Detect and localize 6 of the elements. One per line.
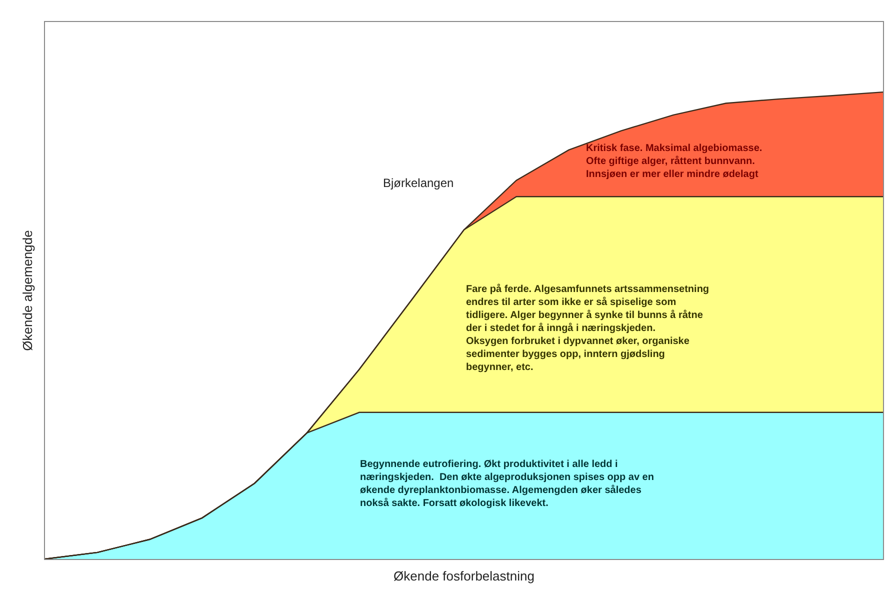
annotation: Fare på ferde. Algesamfunnets artssammensetning endres til arter som ikke er så spiselige som tidligere. Alger begynner å synke til bunns å råtne der i stedet for å inngå i næringskjeden. Oksygen forbruket i dypvannet øker, organiske sedimenter bygges opp, inntern gjødsling begynner, etc. bbox=[466, 283, 710, 373]
y-axis-title: Økende algemengde bbox=[20, 230, 35, 351]
x-axis-title: Økende fosforbelastning bbox=[394, 568, 534, 584]
annotation: Begynnende eutrofiering. Økt produktivitet i alle ledd i næringskjeden. Den økte algeproduksjonen spises opp av en økende dyreplanktonbiomasse. Algemengden øker således nokså sakte. Forsatt økologisk likevekt. bbox=[360, 459, 654, 509]
annotation: Kritisk fase. Maksimal algebiomasse. Ofte giftige alger, råttent bunnvann. Innsjøen er mer eller mindre ødelagt bbox=[586, 143, 762, 180]
annotation: Bjørkelangen bbox=[383, 176, 454, 190]
